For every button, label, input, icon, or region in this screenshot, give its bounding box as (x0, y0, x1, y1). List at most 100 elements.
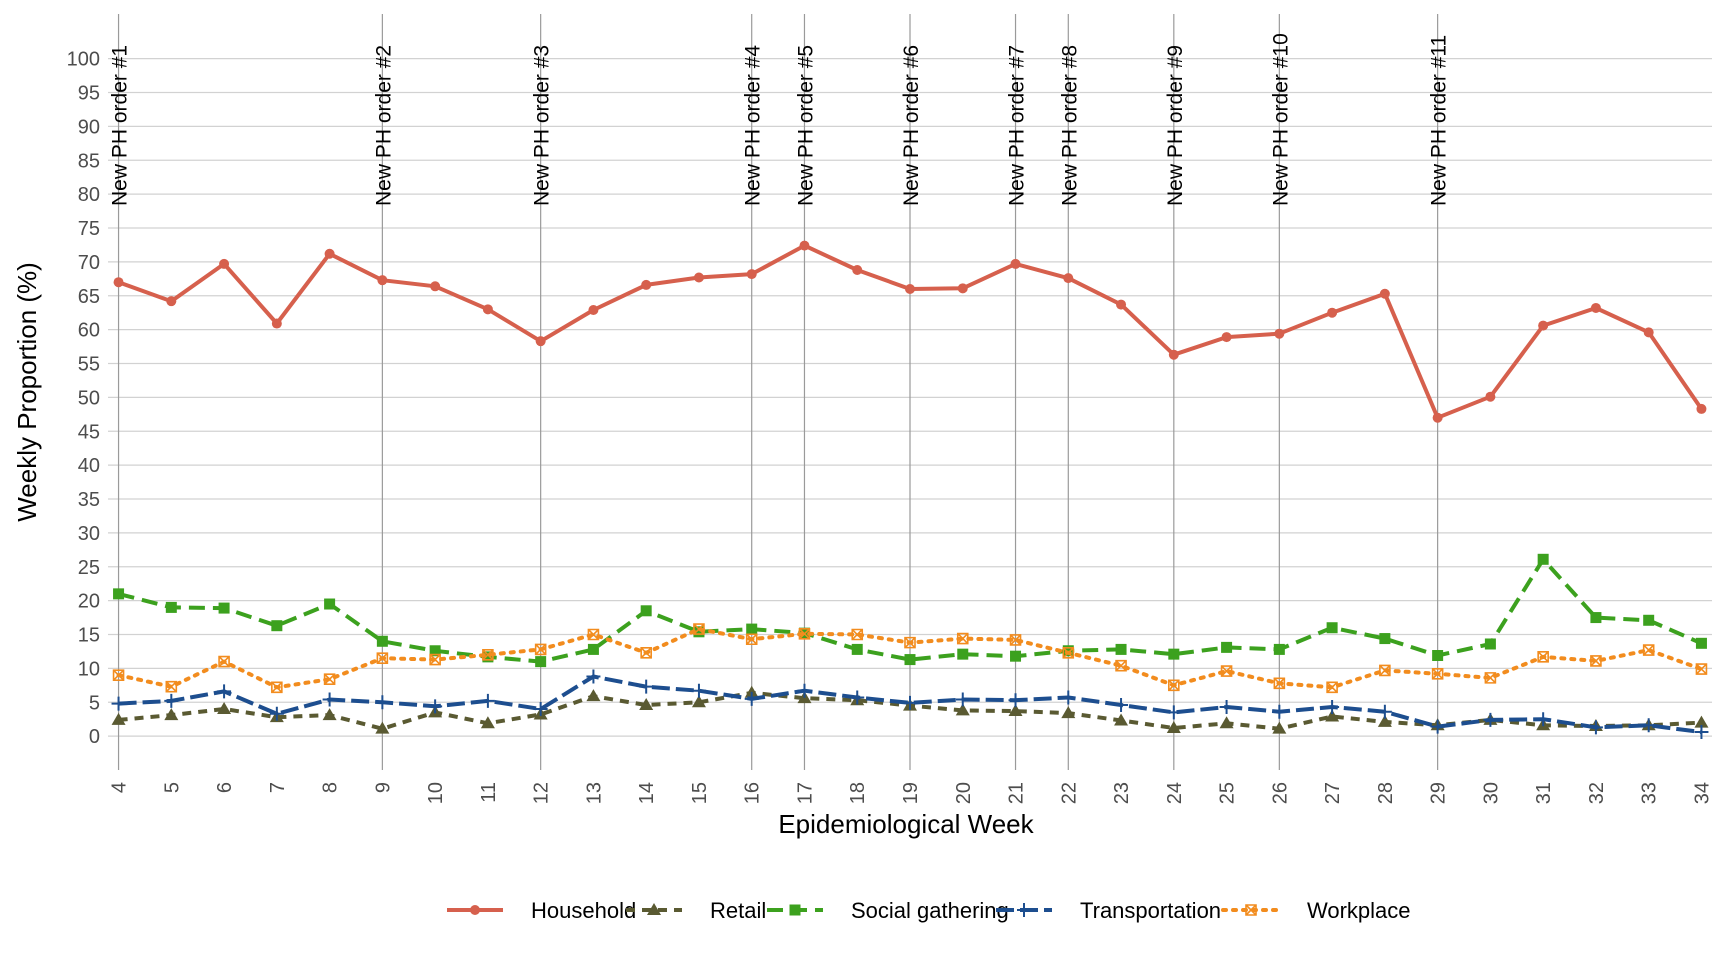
data-point (1009, 634, 1022, 646)
data-point (1379, 288, 1390, 299)
data-point (111, 696, 126, 711)
data-point (428, 699, 443, 714)
data-point (322, 708, 337, 721)
x-tick-label: 16 (742, 782, 764, 804)
data-point (482, 304, 493, 315)
legend-item: Retail (626, 898, 766, 923)
data-point (164, 693, 179, 708)
data-point (376, 635, 388, 647)
data-point (904, 636, 916, 649)
series-household (113, 240, 1707, 423)
y-tick-label: 40 (78, 455, 100, 477)
data-point (1536, 712, 1551, 727)
data-point (430, 281, 441, 292)
x-tick-label: 17 (794, 782, 816, 804)
data-point (165, 601, 177, 613)
data-point (1219, 699, 1234, 714)
data-point (164, 708, 179, 721)
data-point (322, 692, 337, 707)
data-point (1485, 391, 1496, 402)
x-tick-label: 23 (1111, 782, 1133, 804)
event-label: New PH order #11 (1428, 35, 1451, 206)
data-point (375, 695, 390, 710)
x-tick-label: 24 (1164, 782, 1186, 804)
data-point (1326, 622, 1338, 634)
data-point (113, 277, 124, 288)
y-tick-label: 90 (78, 116, 100, 138)
data-point (1115, 659, 1127, 672)
x-tick-label: 15 (689, 782, 711, 804)
data-point (1694, 725, 1709, 740)
data-point (851, 628, 864, 641)
data-point (1483, 712, 1498, 727)
x-tick-label: 10 (425, 782, 447, 804)
x-tick-label: 21 (1006, 782, 1028, 804)
data-point (1379, 664, 1391, 677)
data-point (1325, 709, 1340, 722)
data-point (1220, 665, 1233, 677)
data-point (956, 632, 969, 645)
data-point (1273, 677, 1286, 690)
data-point (903, 695, 917, 710)
data-point (1245, 904, 1257, 916)
y-tick-label: 95 (78, 83, 100, 105)
data-point (1484, 638, 1496, 650)
data-point (535, 336, 546, 347)
y-tick-label: 60 (78, 320, 100, 342)
data-point (1272, 721, 1287, 734)
data-point (271, 318, 282, 329)
data-point (745, 633, 758, 646)
data-point (1273, 643, 1285, 655)
legend-label: Transportation (1080, 898, 1221, 923)
event-label: New PH order #2 (372, 45, 395, 206)
legend: Household Retail Social gathering Transport… (447, 898, 1411, 923)
y-axis-title: Weekly Proportion (%) (12, 262, 42, 522)
x-tick-label: 6 (214, 782, 236, 793)
data-point (1590, 655, 1602, 667)
data-point (217, 702, 232, 715)
data-point (1588, 720, 1603, 735)
data-point (957, 283, 968, 294)
x-tick-label: 29 (1428, 782, 1450, 804)
data-point (113, 588, 125, 600)
data-point (1377, 714, 1392, 727)
series-workplace (112, 623, 1708, 694)
data-point (1166, 720, 1181, 733)
data-point (1643, 614, 1655, 626)
x-tick-label: 30 (1480, 782, 1502, 804)
data-point (1114, 697, 1129, 712)
y-tick-label: 5 (89, 692, 100, 714)
data-point (744, 691, 759, 706)
x-tick-label: 27 (1322, 782, 1344, 804)
data-point (639, 679, 654, 694)
data-point (1010, 650, 1022, 662)
event-label: New PH order #7 (1006, 45, 1029, 206)
data-point (1695, 637, 1707, 649)
data-point (1017, 903, 1031, 917)
x-tick-label: 22 (1058, 782, 1080, 804)
data-point (218, 602, 230, 614)
data-point (1537, 651, 1549, 663)
data-point (691, 695, 706, 708)
data-point (693, 626, 705, 638)
y-tick-label: 15 (78, 625, 100, 647)
data-point (798, 628, 811, 640)
data-point (640, 605, 652, 617)
data-point (904, 654, 916, 666)
legend-label: Workplace (1307, 898, 1411, 923)
data-point (219, 258, 230, 269)
data-point (1219, 716, 1234, 729)
x-tick-label: 31 (1533, 782, 1555, 804)
x-tick-label: 20 (953, 782, 975, 804)
data-point (1538, 320, 1549, 331)
data-point (1010, 258, 1021, 269)
data-point (1061, 690, 1076, 705)
y-axis-ticks: 0 5 10 15 20 25 30 35 40 45 50 55 60 65 70 75 80 85 90 95 10… (67, 49, 100, 748)
data-point (955, 703, 970, 716)
x-tick-label: 8 (320, 782, 342, 793)
legend-item: Social gathering (767, 898, 1009, 923)
x-tick-label: 26 (1269, 782, 1291, 804)
data-point (324, 248, 335, 259)
data-point (1115, 643, 1127, 655)
